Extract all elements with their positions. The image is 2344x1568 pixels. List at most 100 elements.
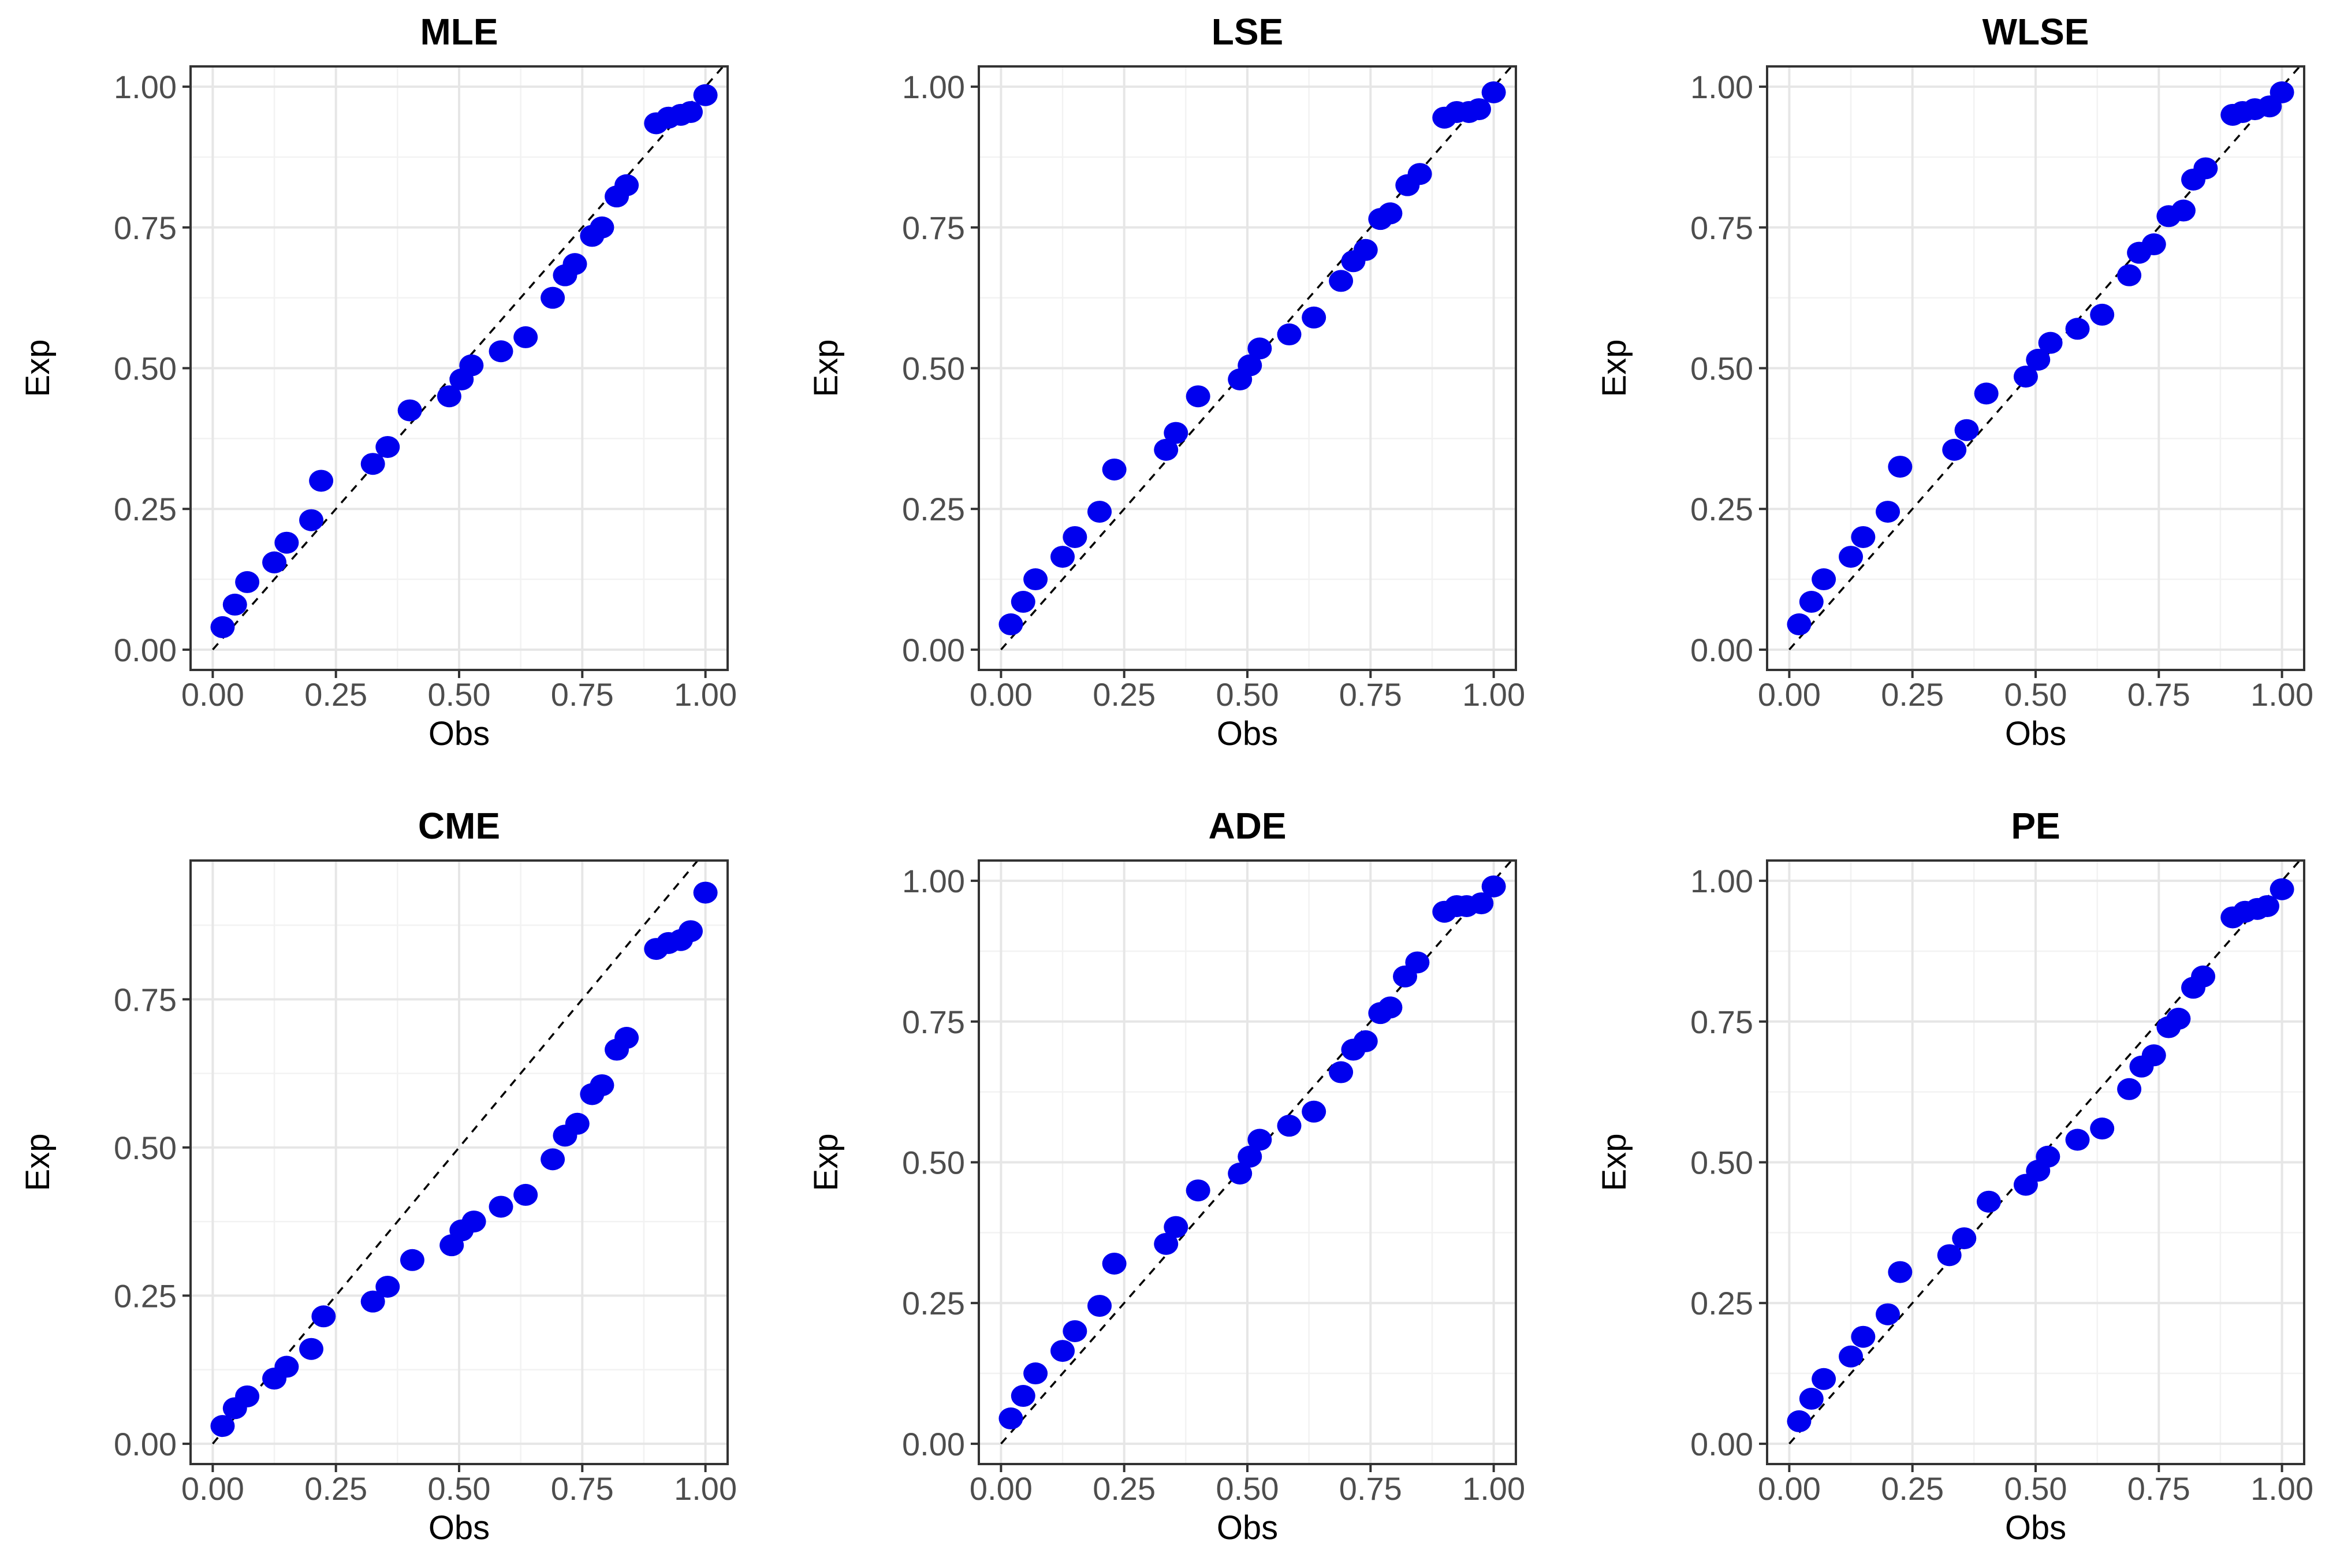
x-tick-label: 0.00 (970, 676, 1033, 713)
x-axis-title: Obs (1217, 715, 1278, 753)
x-tick-label: 0.25 (1093, 1470, 1156, 1507)
y-axis-title: Exp (19, 1134, 57, 1191)
y-tick-label: 0.25 (114, 1278, 177, 1314)
data-point (1164, 422, 1188, 444)
data-point (1154, 438, 1179, 461)
x-tick-label: 0.25 (304, 676, 367, 713)
reference-line (1788, 861, 2301, 1445)
data-point (1937, 1244, 1962, 1267)
y-axis-title: Exp (19, 340, 57, 397)
data-point (2141, 233, 2166, 256)
x-tick-label: 0.75 (551, 1470, 614, 1507)
x-tick-label: 0.75 (2127, 676, 2190, 713)
y-tick-label: 0.50 (114, 1130, 177, 1166)
data-point (1378, 996, 1403, 1019)
data-point (1302, 1100, 1326, 1123)
data-point (1329, 1061, 1354, 1083)
data-point (1799, 1387, 1824, 1410)
data-point (2171, 199, 2196, 222)
panel-title: WLSE (1982, 11, 2089, 53)
data-point (1277, 1115, 1302, 1137)
data-point (1247, 337, 1272, 360)
data-point (1011, 591, 1035, 613)
data-point (299, 1338, 324, 1360)
y-axis-title: Exp (807, 1134, 845, 1191)
data-point (1974, 382, 1999, 405)
data-point (459, 354, 484, 377)
data-point (2065, 318, 2090, 340)
data-point (1469, 892, 1494, 915)
y-axis-title: Exp (1596, 1134, 1633, 1191)
x-tick-label: 0.00 (970, 1470, 1033, 1507)
data-point (565, 1112, 590, 1135)
data-point (210, 616, 235, 638)
y-tick-label: 0.75 (902, 210, 965, 246)
data-point (1839, 1345, 1864, 1368)
y-tick-label: 0.00 (902, 632, 965, 668)
data-point (1102, 1252, 1127, 1275)
data-point (1023, 1362, 1048, 1385)
data-point (1238, 354, 1262, 377)
y-tick-label: 1.00 (902, 863, 965, 899)
data-point (1302, 306, 1326, 329)
data-point (1976, 1190, 2001, 1213)
data-point (1353, 1030, 1378, 1052)
y-tick-label: 0.50 (902, 1145, 965, 1181)
x-tick-label: 0.00 (1758, 1470, 1821, 1507)
panel-mle: 0.00 0.25 0.50 0.75 1.00 0.00 0.25 0.50 0.75 1.00… (19, 11, 737, 753)
data-point (513, 1183, 538, 1206)
x-tick-label: 0.25 (304, 1470, 367, 1507)
x-tick-label: 0.50 (1216, 1470, 1279, 1507)
data-point (1186, 385, 1210, 408)
y-tick-label: 0.75 (1690, 1004, 1753, 1040)
data-point (1952, 1227, 1977, 1250)
data-point (2270, 878, 2294, 900)
data-point (998, 1407, 1023, 1430)
data-point (1011, 1385, 1035, 1407)
gridlines (1767, 861, 2304, 1464)
data-point (309, 470, 334, 492)
data-point (693, 881, 718, 904)
data-point (1228, 1162, 1253, 1185)
x-tick-label: 0.50 (2004, 1470, 2067, 1507)
y-tick-label: 0.75 (902, 1004, 965, 1040)
data-point (262, 551, 287, 573)
x-tick-label: 0.00 (181, 676, 244, 713)
y-tick-label: 0.00 (114, 1426, 177, 1462)
data-point (1154, 1232, 1179, 1255)
y-axis-title: Exp (807, 340, 845, 397)
gridlines (191, 66, 728, 670)
x-tick-label: 0.50 (428, 1470, 491, 1507)
data-point (2141, 1044, 2166, 1067)
data-points (1787, 878, 2294, 1432)
x-axis-title: Obs (428, 715, 490, 753)
data-point (2090, 303, 2115, 326)
data-point (299, 509, 324, 531)
data-point (590, 216, 614, 239)
y-tick-label: 0.00 (902, 1426, 965, 1462)
y-tick-label: 0.50 (114, 351, 177, 387)
data-point (1247, 1128, 1272, 1151)
data-point (2038, 332, 2063, 354)
data-point (998, 613, 1023, 636)
data-point (375, 1275, 400, 1298)
data-point (1799, 591, 1824, 613)
y-tick-label: 0.75 (1690, 210, 1753, 246)
data-point (1063, 1320, 1087, 1342)
data-point (1467, 98, 1492, 121)
panel-ade: 0.00 0.25 0.50 0.75 1.00 0.00 0.25 0.50 0.75 1.00… (807, 805, 1525, 1547)
y-tick-label: 0.25 (1690, 491, 1753, 527)
panel-pe: 0.00 0.25 0.50 0.75 1.00 0.00 0.25 0.50 0.75 1.00… (1596, 805, 2313, 1547)
data-point (235, 571, 260, 593)
x-tick-label: 1.00 (674, 1470, 737, 1507)
panel-title: ADE (1208, 805, 1286, 847)
x-axis-title: Obs (428, 1509, 490, 1547)
data-point (360, 1290, 385, 1313)
x-tick-label: 1.00 (1462, 1470, 1525, 1507)
data-point (2270, 81, 2294, 103)
x-tick-label: 0.25 (1881, 676, 1944, 713)
data-point (400, 1249, 424, 1271)
panel-title: PE (2011, 805, 2060, 847)
data-point (1942, 438, 1967, 461)
